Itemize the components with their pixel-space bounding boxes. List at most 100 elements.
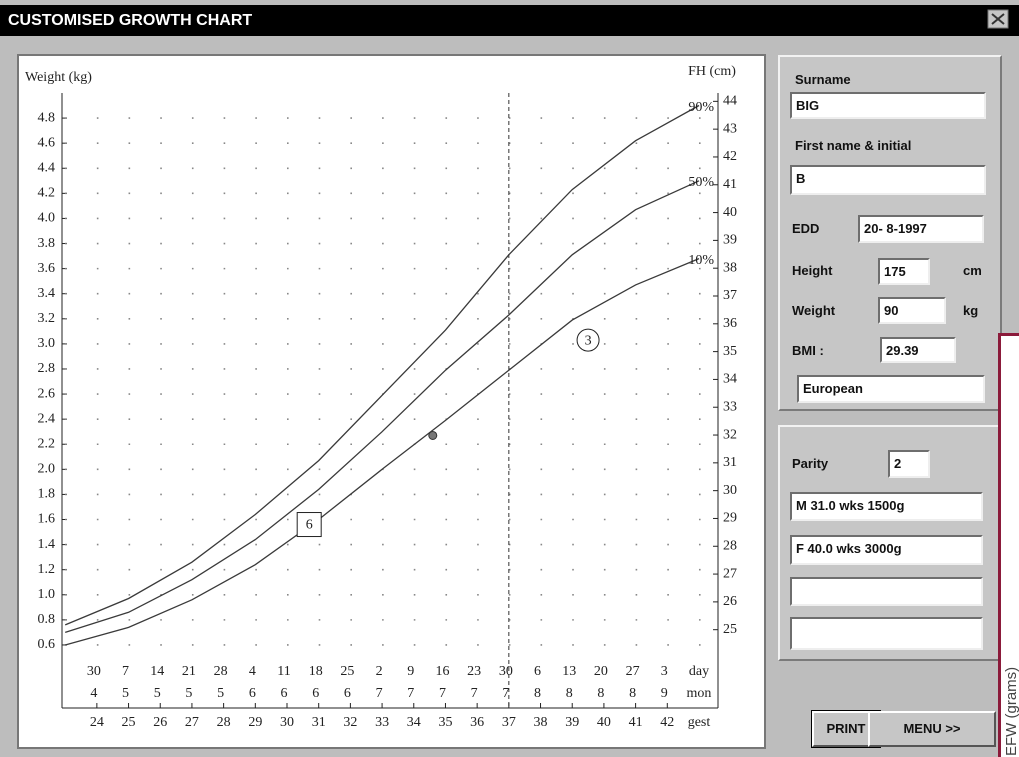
day-label: 25 <box>340 664 354 679</box>
y2-tick-label: 42 <box>723 149 737 164</box>
centile-label: 10% <box>688 253 714 268</box>
y-axis-title: Weight (kg) <box>25 70 92 85</box>
month-label: 7 <box>439 686 446 701</box>
height-label: Height <box>792 263 833 278</box>
x-tick-label: 42 <box>660 715 674 730</box>
day-row-label: day <box>689 664 709 679</box>
x-tick-label: 28 <box>217 715 231 730</box>
month-label: 6 <box>249 686 256 701</box>
parity-label: Parity <box>792 456 829 471</box>
x-tick-label: 41 <box>629 715 643 730</box>
y-tick-label: 3.4 <box>38 286 56 301</box>
y2-tick-label: 36 <box>723 316 737 331</box>
annotation-text: 6 <box>306 518 313 533</box>
menu-button[interactable]: MENU >> <box>868 711 996 747</box>
title-bar <box>0 5 1019 36</box>
first-name-input[interactable]: B <box>790 165 986 195</box>
month-label: 8 <box>534 686 541 701</box>
day-label: 18 <box>309 664 323 679</box>
y-tick-label: 3.8 <box>38 236 56 251</box>
centile-label: 50% <box>688 175 714 190</box>
day-label: 9 <box>407 664 414 679</box>
y2-tick-label: 30 <box>723 483 737 498</box>
month-label: 5 <box>185 686 192 701</box>
y2-tick-label: 44 <box>723 94 737 109</box>
edd-input[interactable]: 20- 8-1997 <box>858 215 984 243</box>
y2-tick-label: 26 <box>723 594 737 609</box>
day-label: 27 <box>626 664 640 679</box>
ethnicity-select[interactable]: European <box>797 375 985 403</box>
x-tick-label: 25 <box>122 715 136 730</box>
weight-unit: kg <box>963 303 979 318</box>
close-icon <box>991 13 1005 25</box>
y-tick-label: 4.2 <box>38 186 56 201</box>
y2-tick-label: 40 <box>723 205 737 220</box>
y-tick-label: 1.4 <box>38 537 56 552</box>
chart-panel <box>17 54 766 749</box>
parity-input[interactable]: 2 <box>888 450 930 478</box>
height-input[interactable]: 175 <box>878 258 930 285</box>
x-axis-title: gest <box>688 715 711 730</box>
first-name-label: First name & initial <box>795 138 912 153</box>
y2-tick-label: 38 <box>723 260 737 275</box>
y2-tick-label: 29 <box>723 511 737 526</box>
day-label: 14 <box>150 664 164 679</box>
bmi-label: BMI : <box>792 343 824 358</box>
annotation-circle <box>576 328 600 352</box>
x-tick-label: 31 <box>312 715 326 730</box>
y2-axis-title: FH (cm) <box>688 64 736 79</box>
weight-input[interactable]: 90 <box>878 297 946 324</box>
month-label: 7 <box>502 686 509 701</box>
x-tick-label: 38 <box>534 715 548 730</box>
pregnancy-input[interactable] <box>790 617 983 650</box>
month-label: 8 <box>629 686 636 701</box>
x-tick-label: 26 <box>153 715 167 730</box>
day-label: 23 <box>467 664 481 679</box>
x-tick-label: 32 <box>343 715 357 730</box>
y2-tick-label: 43 <box>723 121 737 136</box>
annotation-text: 3 <box>585 333 592 348</box>
height-unit: cm <box>963 263 982 278</box>
y-tick-label: 3.0 <box>38 336 56 351</box>
y-tick-label: 2.8 <box>38 361 56 376</box>
edd-label: EDD <box>792 221 820 236</box>
annotation-box <box>296 512 322 538</box>
y2-tick-label: 28 <box>723 538 737 553</box>
surname-input[interactable]: BIG <box>790 92 986 119</box>
month-label: 6 <box>312 686 319 701</box>
y2-tick-label: 41 <box>723 177 737 192</box>
pregnancy-input[interactable]: F 40.0 wks 3000g <box>790 535 983 565</box>
pregnancy-input[interactable]: M 31.0 wks 1500g <box>790 492 983 521</box>
month-label: 7 <box>376 686 383 701</box>
day-label: 4 <box>249 664 256 679</box>
month-label: 7 <box>407 686 414 701</box>
day-label: 6 <box>534 664 541 679</box>
y-tick-label: 4.8 <box>38 110 56 125</box>
y-tick-label: 0.8 <box>38 612 56 627</box>
y2-tick-label: 33 <box>723 399 737 414</box>
month-label: 8 <box>597 686 604 701</box>
y-tick-label: 0.6 <box>38 637 56 652</box>
surname-label: Surname <box>795 72 851 87</box>
y-tick-label: 1.8 <box>38 487 56 502</box>
pregnancy-input[interactable] <box>790 577 983 606</box>
centile-line <box>65 257 700 646</box>
y2-tick-label: 27 <box>723 566 737 581</box>
y-tick-label: 4.0 <box>38 211 56 226</box>
month-label: 6 <box>281 686 288 701</box>
y-tick-label: 2.6 <box>38 386 56 401</box>
y-tick-label: 4.4 <box>38 160 56 175</box>
day-label: 21 <box>182 664 196 679</box>
y2-tick-label: 32 <box>723 427 737 442</box>
day-label: 28 <box>214 664 228 679</box>
month-label: 5 <box>122 686 129 701</box>
day-label: 30 <box>87 664 101 679</box>
y-tick-label: 3.2 <box>38 311 56 326</box>
x-tick-label: 34 <box>407 715 421 730</box>
x-tick-label: 36 <box>470 715 484 730</box>
month-label: 9 <box>661 686 668 701</box>
x-tick-label: 37 <box>502 715 516 730</box>
x-tick-label: 27 <box>185 715 199 730</box>
y-tick-label: 2.4 <box>38 411 56 426</box>
